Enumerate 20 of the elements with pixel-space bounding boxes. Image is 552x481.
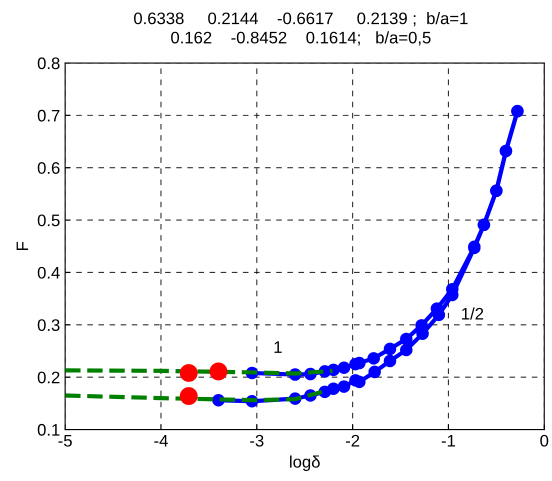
y-tick-label: 0.7 [38,110,60,122]
x-axis-title: logδ [290,455,320,472]
y-tick-label: 0.4 [38,266,60,279]
y-tick-label: 0.2 [38,372,60,384]
x-tick-label: -2 [346,434,360,446]
chart-subtitle: 0.162 -0.8452 0.1614; b/a=0,5 [171,31,431,46]
chart-title: 0.6338 0.2144 -0.6617 0.2139 ; b/a=1 [134,12,468,26]
annotation: 1/2 [462,307,484,320]
x-tick-label: -3 [250,434,264,447]
x-tick-label: -4 [154,435,168,446]
annotation: 1 [274,341,282,353]
x-tick-label: -5 [58,435,72,447]
y-tick-label: 0.5 [38,214,60,226]
x-tick-label: 0 [540,434,548,447]
y-tick-label: 0.3 [38,319,60,332]
x-tick-label: -1 [442,435,456,446]
y-tick-label: 0.8 [38,57,60,70]
y-tick-label: 0.6 [38,162,60,174]
y-axis-title: F [16,242,28,250]
y-tick-label: 0.1 [38,424,60,436]
